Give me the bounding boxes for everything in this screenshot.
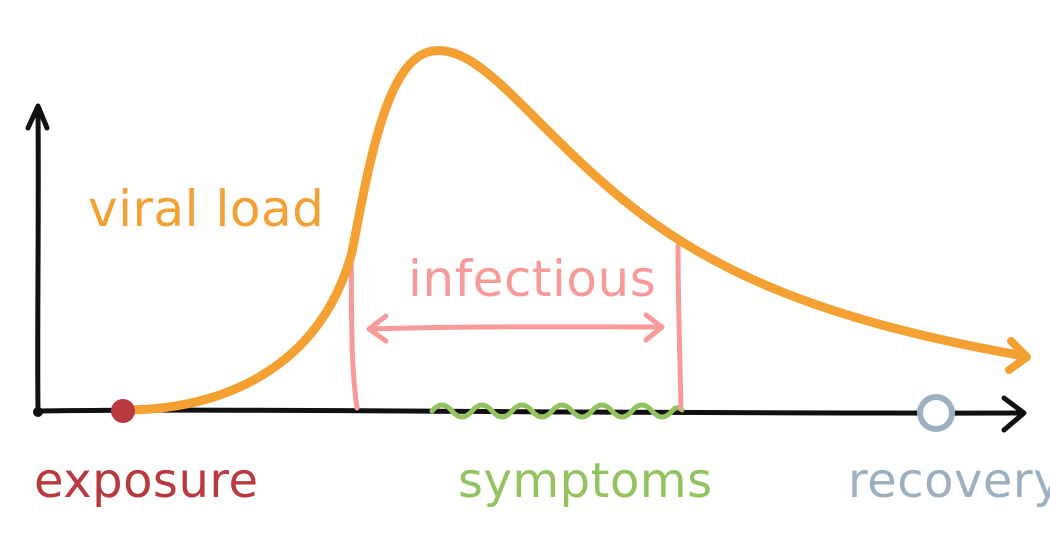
x-axis-arrowhead xyxy=(1001,395,1027,433)
viral-load-curve xyxy=(120,46,1029,415)
infectious-label: infectious xyxy=(408,250,656,308)
y-axis xyxy=(35,107,41,413)
recovery-label: recovery xyxy=(848,453,1050,509)
infectious-right-bound xyxy=(675,243,684,411)
infectious-arrowhead-left xyxy=(366,313,389,344)
exposure-marker-icon xyxy=(111,399,135,423)
y-axis-arrowhead xyxy=(25,103,50,131)
viral-load-arrowhead xyxy=(1005,337,1031,374)
viral-load-label: viral load xyxy=(88,180,324,238)
symptoms-squiggle xyxy=(429,402,685,420)
infectious-left-bound xyxy=(348,249,360,411)
exposure-label: exposure xyxy=(34,453,259,509)
recovery-marker-icon xyxy=(917,394,955,432)
infectious-arrowhead-right xyxy=(643,312,665,343)
infectious-span-arrow xyxy=(367,324,663,332)
symptoms-label: symptoms xyxy=(458,453,713,509)
